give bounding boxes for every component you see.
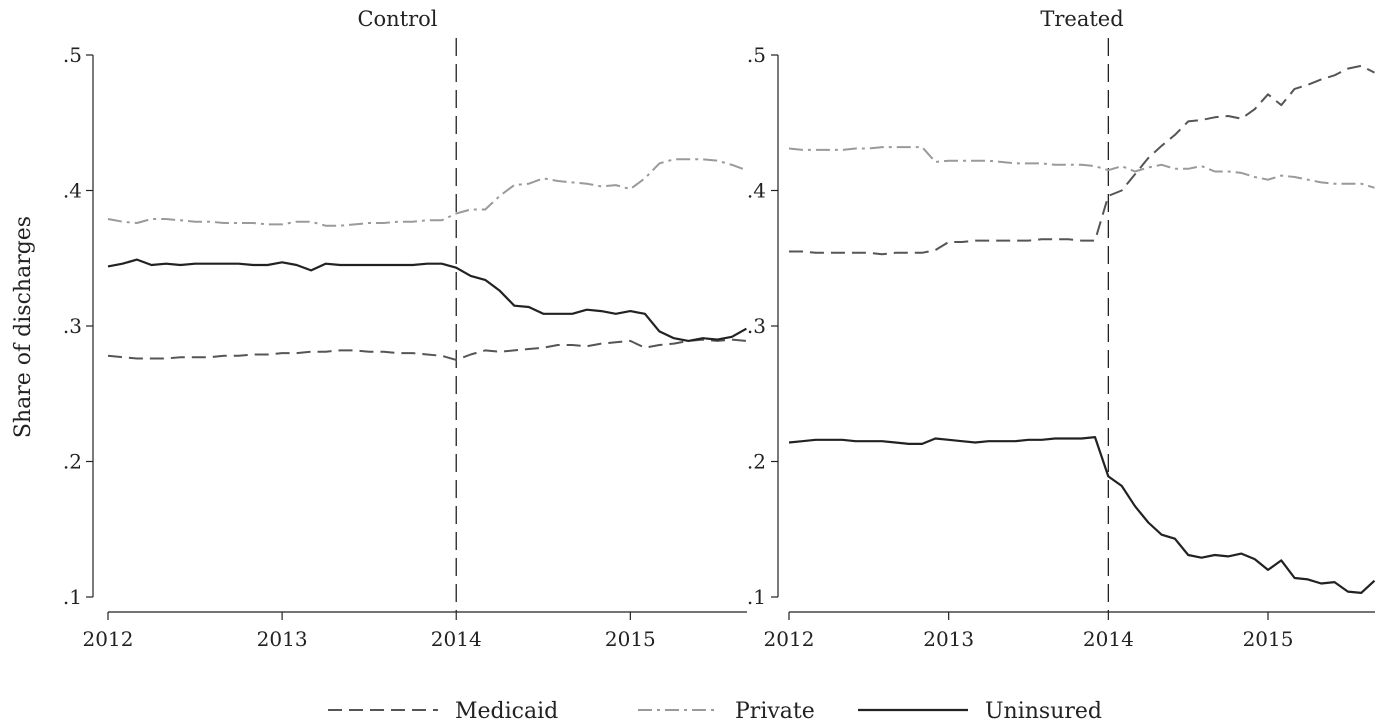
- legend-label-medicaid: Medicaid: [455, 699, 558, 724]
- y-tick-label: .3: [63, 314, 82, 338]
- panel-title: Treated: [1040, 7, 1123, 31]
- legend-label-uninsured: Uninsured: [985, 699, 1102, 724]
- x-tick-label: 2014: [1083, 627, 1134, 651]
- series-line-private: [107, 158, 747, 227]
- x-tick-label: 2013: [923, 627, 974, 651]
- y-tick-label: .1: [63, 585, 82, 609]
- x-tick-label: 2012: [83, 627, 134, 651]
- series-line-uninsured: [107, 258, 747, 342]
- y-tick-label: .4: [747, 179, 766, 203]
- series-line-uninsured: [788, 436, 1376, 595]
- x-tick-label: 2014: [431, 627, 482, 651]
- y-axis-label: Share of discharges: [11, 216, 36, 438]
- panel-control: Control .1 .2 .3 .4 .5 2012 2013 2014 2015: [63, 7, 747, 651]
- x-tick-label: 2012: [764, 627, 815, 651]
- x-tick-label: 2013: [257, 627, 308, 651]
- y-tick-label: .5: [747, 43, 766, 67]
- series-line-medicaid: [107, 338, 747, 361]
- series-line-medicaid: [789, 64, 1375, 256]
- y-tick-label: .4: [63, 179, 82, 203]
- y-tick-label: .2: [747, 450, 766, 474]
- legend: Medicaid Private Uninsured: [328, 699, 1102, 724]
- y-tick-label: .3: [747, 314, 766, 338]
- x-tick-label: 2015: [1243, 627, 1294, 651]
- panel-title: Control: [357, 7, 437, 31]
- x-tick-label: 2015: [605, 627, 656, 651]
- y-tick-label: .2: [63, 450, 82, 474]
- panel-treated: Treated .1 .2 .3 .4 .5 2012 2013 2014 2015: [747, 7, 1376, 651]
- y-tick-label: .5: [63, 43, 82, 67]
- y-tick-label: .1: [747, 585, 766, 609]
- legend-label-private: Private: [735, 699, 815, 724]
- series-line-private: [788, 146, 1375, 189]
